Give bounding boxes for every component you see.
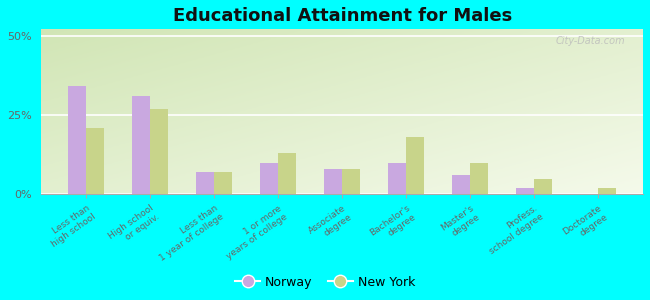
Bar — [214, 172, 232, 194]
Title: Educational Attainment for Males: Educational Attainment for Males — [173, 7, 512, 25]
Bar — [278, 153, 296, 194]
Bar — [406, 137, 424, 194]
Bar — [452, 176, 470, 194]
Bar — [534, 178, 552, 194]
Bar — [196, 172, 214, 194]
Legend: Norway, New York: Norway, New York — [230, 271, 420, 294]
Bar — [388, 163, 406, 194]
Text: City-Data.com: City-Data.com — [555, 36, 625, 46]
Bar — [133, 96, 150, 194]
Bar — [260, 163, 278, 194]
Bar — [516, 188, 534, 194]
Bar — [150, 109, 168, 194]
Bar — [324, 169, 343, 194]
Bar — [598, 188, 616, 194]
Bar — [343, 169, 360, 194]
Bar — [470, 163, 488, 194]
Bar — [68, 86, 86, 194]
Bar — [86, 128, 104, 194]
